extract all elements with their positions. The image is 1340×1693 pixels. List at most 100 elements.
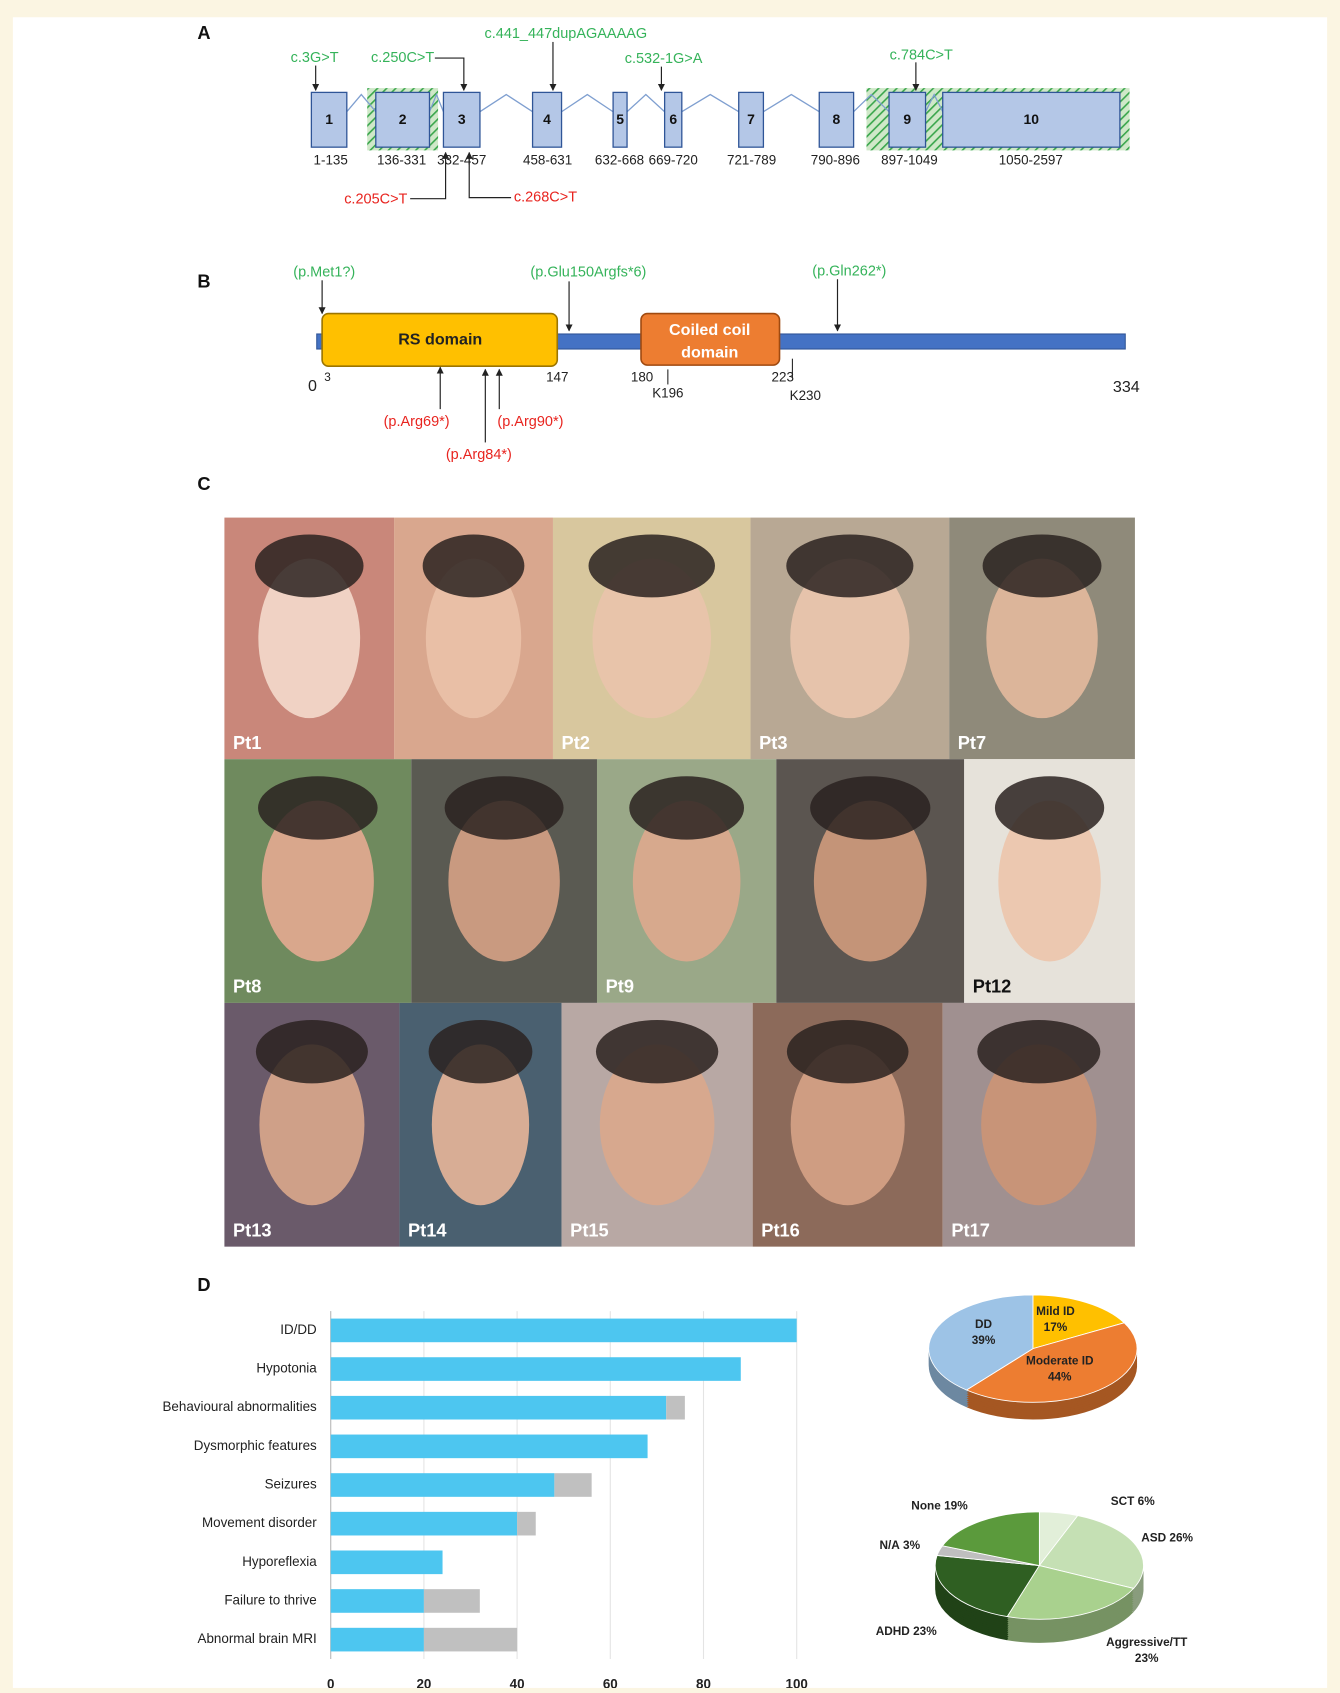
exon-range: 790-896 (811, 153, 860, 168)
patient-label: Pt8 (233, 976, 261, 997)
exon-number: 9 (903, 111, 911, 127)
exon-range: 897-1049 (881, 153, 938, 168)
bar-segment (424, 1628, 517, 1652)
pie-value: 44% (1048, 1370, 1072, 1384)
variant-label: (p.Glu150Argfs*6) (530, 265, 646, 281)
bar-segment (517, 1512, 536, 1536)
patient-label: Pt1 (233, 732, 261, 753)
patient-label: Pt7 (958, 732, 986, 753)
exon-range: 632-668 (595, 153, 644, 168)
variant-label: c.441_447dupAGAAAAG (485, 26, 648, 42)
pie-category: Aggressive/TT (1106, 1635, 1188, 1649)
pie-category: SCT (1111, 1494, 1135, 1508)
bar-segment (331, 1473, 555, 1497)
position-label: 0 (308, 377, 317, 395)
x-tick-label: 80 (696, 1676, 711, 1688)
exon-number: 6 (669, 111, 677, 127)
pie-label: ADHD 23% (876, 1624, 937, 1638)
exon-range: 458-631 (523, 153, 572, 168)
bar-segment (666, 1396, 685, 1420)
site-label: K196 (652, 386, 683, 401)
y-tick-label: Seizures (265, 1477, 317, 1492)
pie-value: 17% (1044, 1320, 1068, 1334)
domain-label: domain (681, 344, 738, 362)
pie-value: 3% (903, 1538, 921, 1552)
patient-label: Pt14 (408, 1219, 447, 1240)
patient-label: Pt3 (759, 732, 787, 753)
bar-segment (554, 1473, 591, 1497)
exon-number: 2 (399, 111, 407, 127)
position-label: 334 (1113, 378, 1140, 396)
pie-value: 23% (1135, 1651, 1159, 1665)
pie-category: DD (975, 1317, 993, 1331)
panel-label: B (197, 270, 210, 291)
variant-label: c.250C>T (371, 50, 434, 66)
photo-hair (423, 535, 525, 598)
domain-label: RS domain (398, 331, 482, 349)
exon-number: 10 (1024, 111, 1040, 127)
pie-category: N/A (879, 1538, 900, 1552)
bar-segment (331, 1396, 667, 1420)
photo-hair (596, 1020, 718, 1083)
exon-number: 1 (325, 111, 333, 127)
pie-value: 6% (1138, 1494, 1156, 1508)
pie-value: 26% (1169, 1531, 1193, 1545)
y-tick-label: Hypotonia (256, 1361, 317, 1376)
patient-label: Pt16 (761, 1219, 800, 1240)
pie-value: 39% (972, 1333, 996, 1347)
variant-label: c.532-1G>A (625, 51, 703, 67)
variant-label: c.268C>T (514, 189, 577, 205)
pie-label: ASD 26% (1141, 1531, 1193, 1545)
exon-number: 5 (616, 111, 624, 127)
bar-segment (424, 1589, 480, 1613)
exon-range: 721-789 (727, 153, 776, 168)
photo-hair (786, 535, 913, 598)
photo-hair (977, 1020, 1100, 1083)
photo-hair (995, 776, 1104, 839)
exon-range: 1050-2597 (999, 153, 1063, 168)
pie-category: None (911, 1499, 941, 1513)
y-tick-label: Dysmorphic features (194, 1438, 317, 1453)
y-tick-label: ID/DD (280, 1322, 317, 1337)
page: ABCD11-1352136-3313332-4574458-6315632-6… (0, 0, 1340, 1688)
exon-range: 669-720 (649, 153, 698, 168)
variant-label: (p.Arg84*) (446, 447, 512, 463)
photo-hair (983, 535, 1102, 598)
position-label: 147 (546, 370, 568, 385)
patient-label: Pt17 (951, 1219, 990, 1240)
pie-category: ASD (1141, 1531, 1166, 1545)
bar-segment (331, 1357, 741, 1381)
bar-segment (331, 1435, 648, 1459)
panel-label: C (197, 473, 210, 494)
photo-hair (629, 776, 744, 839)
x-tick-label: 60 (603, 1676, 618, 1688)
exon-number: 3 (458, 111, 466, 127)
variant-label: c.784C>T (890, 48, 953, 64)
pie-value: 19% (944, 1499, 968, 1513)
variant-label: c.205C>T (344, 192, 407, 208)
bar-segment (331, 1319, 797, 1343)
patient-label: Pt2 (562, 732, 590, 753)
figure: ABCD11-1352136-3313332-4574458-6315632-6… (0, 0, 1340, 1688)
exon-number: 8 (833, 111, 841, 127)
position-label: 223 (772, 370, 794, 385)
photo-hair (787, 1020, 909, 1083)
bar-segment (331, 1512, 517, 1536)
panel-label: A (197, 22, 210, 43)
site-label: K230 (790, 388, 821, 403)
x-tick-label: 100 (786, 1676, 808, 1688)
bar-segment (331, 1628, 424, 1652)
photo-hair (589, 535, 715, 598)
photo-hair (445, 776, 564, 839)
exon-range: 332-457 (437, 153, 486, 168)
y-tick-label: Hyporeflexia (242, 1554, 317, 1569)
pie-category: Moderate ID (1026, 1354, 1094, 1368)
x-tick-label: 0 (327, 1676, 334, 1688)
photo-hair (810, 776, 930, 839)
photo-hair (255, 535, 364, 598)
bar-segment (331, 1589, 424, 1613)
x-tick-label: 40 (510, 1676, 525, 1688)
y-tick-label: Failure to thrive (224, 1593, 316, 1608)
bar-segment (331, 1551, 443, 1575)
variant-label: (p.Arg69*) (384, 414, 450, 430)
